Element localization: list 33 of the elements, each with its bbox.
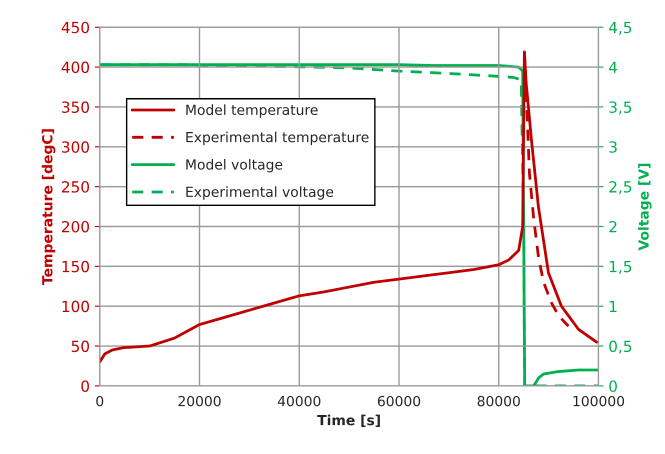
y-tick-label: 100 [62, 300, 90, 312]
x-tick-label: 100000 [574, 396, 624, 406]
y-tick-label: 0 [81, 380, 90, 392]
y-axis-title: Temperature [degC] [42, 129, 56, 285]
y2-tick-label: 0 [609, 380, 617, 392]
y2-axis-title: Voltage [V] [638, 164, 652, 250]
y2-tick-label: 4 [608, 62, 618, 73]
y-tick-label: 300 [62, 141, 90, 153]
y2-tick-label: 0,5 [609, 340, 632, 354]
y2-tick-label: 1,5 [610, 261, 632, 274]
y-tick-label: 200 [62, 220, 90, 233]
y2-tick-label: 3,5 [609, 101, 632, 115]
x-tick-label: 0 [96, 396, 104, 406]
legend-label: Model temperature [186, 104, 318, 118]
y-tick-label: 150 [62, 260, 90, 272]
y2-tick-label: 4,5 [608, 22, 632, 35]
y2-tick-label: 3 [609, 141, 617, 153]
legend-label: Experimental temperature [186, 132, 369, 146]
x-tick-label: 60000 [378, 396, 420, 406]
x-axis-title: Time [s] [317, 414, 380, 428]
legend-label: Experimental voltage [186, 186, 334, 200]
legend-label: Model voltage [186, 158, 282, 172]
y2-tick-label: 1 [610, 300, 617, 312]
y2-tick-label: 2,5 [609, 181, 632, 194]
y-tick-label: 350 [62, 101, 90, 113]
x-tick-label: 80000 [478, 396, 520, 406]
y2-tick-label: 2 [609, 220, 616, 232]
y-tick-label: 50 [72, 340, 90, 352]
y-tick-label: 450 [62, 22, 90, 34]
x-tick-label: 40000 [278, 396, 320, 406]
y-tick-label: 400 [62, 62, 90, 74]
x-tick-label: 20000 [178, 396, 221, 406]
y-tick-label: 250 [62, 181, 90, 193]
